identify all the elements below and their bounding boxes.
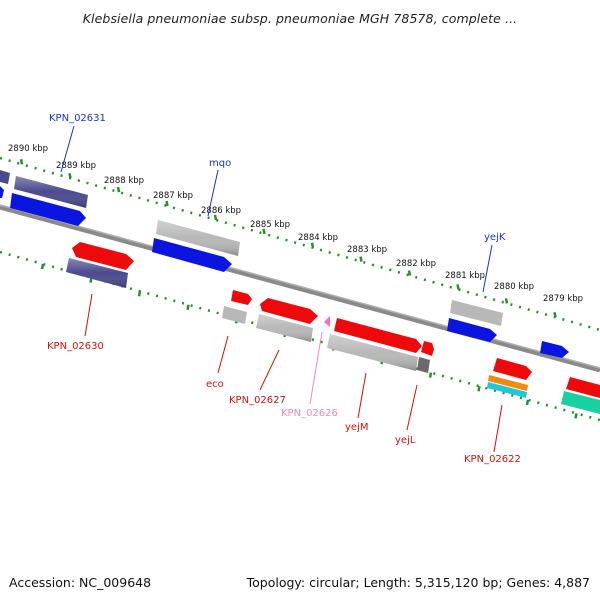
scale-label: 2887 kbp: [153, 191, 193, 201]
gene-label-kpn-02631[interactable]: KPN_02631: [49, 113, 106, 124]
gene-label-eco[interactable]: eco: [206, 379, 224, 390]
callout-line: [493, 404, 503, 453]
gene-feature[interactable]: [417, 357, 430, 373]
gene-feature[interactable]: [0, 170, 10, 184]
callout-line: [482, 244, 493, 293]
ruler-tick: [525, 399, 530, 406]
ruler-tick: [137, 290, 142, 297]
gene-feature[interactable]: [0, 186, 4, 198]
gene-kpn-02630-shade: [66, 258, 128, 288]
scale-label: 2884 kbp: [298, 233, 338, 243]
callout-line: [259, 349, 280, 391]
ruler-tick: [116, 186, 121, 193]
ruler-tick: [574, 413, 578, 419]
ruler-tick: [359, 256, 363, 262]
gene-feature-shade: [256, 314, 313, 342]
gene-label-kpn-02630[interactable]: KPN_02630: [47, 341, 104, 352]
ruler-tick: [40, 263, 45, 270]
gene-feature[interactable]: [561, 391, 600, 414]
scale-label: 2888 kbp: [104, 176, 144, 186]
ruler-tick: [19, 159, 24, 165]
accession-text: Accession: NC_009648: [9, 575, 152, 590]
gene-kpn-02622[interactable]: [493, 358, 532, 380]
ruler-tick: [428, 372, 433, 378]
gene-feature[interactable]: [566, 377, 600, 398]
gene-label-kpn-02627[interactable]: KPN_02627: [229, 395, 286, 406]
gene-kpn-02627[interactable]: [260, 298, 318, 324]
gene-label-kpn-02626[interactable]: KPN_02626: [281, 408, 338, 419]
ruler-tick: [477, 386, 481, 392]
scale-label: 2889 kbp: [56, 161, 96, 171]
ruler-tick: [553, 311, 557, 318]
gene-feature[interactable]: [447, 318, 497, 342]
gene-feature[interactable]: [72, 242, 134, 270]
ruler-tick: [504, 298, 509, 304]
scale-label: 2881 kbp: [445, 271, 485, 281]
ruler-tick: [310, 242, 315, 248]
gene-feature-shade: [156, 220, 240, 256]
callout-line: [357, 372, 367, 419]
callout-line: [217, 335, 229, 374]
ruler-tick: [213, 214, 218, 221]
gene-feature[interactable]: [487, 382, 527, 398]
gene-feature[interactable]: [222, 306, 247, 324]
gene-feature-shade: [327, 334, 418, 371]
gene-feature[interactable]: [540, 341, 569, 358]
gene-label-mqo[interactable]: mqo: [209, 158, 231, 169]
gene-feature[interactable]: [488, 375, 528, 391]
gene-mqo[interactable]: [152, 238, 232, 272]
gene-kpn-02631-forward-shade: [14, 176, 88, 208]
gene-label-yejk[interactable]: yejK: [484, 232, 506, 243]
gene-eco[interactable]: [231, 290, 252, 305]
ruler-tick: [165, 200, 169, 207]
ruler-tick: [262, 228, 266, 235]
callout-line: [406, 384, 418, 431]
ruler-tick: [456, 284, 460, 290]
callout-line: [84, 293, 93, 337]
scale-label: 2885 kbp: [250, 220, 290, 230]
ruler-tick: [186, 304, 190, 311]
gene-feature[interactable]: [450, 300, 503, 326]
scale-label: 2890 kbp: [8, 144, 48, 154]
ruler-tick: [407, 270, 412, 276]
gene-yejm[interactable]: [334, 318, 422, 353]
gene-yejl[interactable]: [421, 341, 434, 356]
genome-summary-text: Topology: circular; Length: 5,315,120 bp…: [246, 575, 590, 590]
ruler-tick: [68, 172, 72, 179]
scale-label: 2879 kbp: [543, 294, 583, 304]
genome-backbone: [0, 204, 600, 373]
scale-label: 2886 kbp: [201, 206, 241, 216]
callout-line: [207, 169, 219, 217]
scale-label: 2882 kbp: [396, 259, 436, 269]
page-title: Klebsiella pneumoniae subsp. pneumoniae …: [82, 11, 518, 26]
gene-label-kpn-02622[interactable]: KPN_02622: [464, 454, 521, 465]
gene-kpn-02626[interactable]: [324, 316, 330, 327]
scale-label: 2880 kbp: [494, 282, 534, 292]
genome-backbone-highlight: [0, 204, 600, 369]
gene-label-yejl[interactable]: yejL: [395, 435, 416, 446]
gene-feature[interactable]: [10, 193, 86, 226]
callout-line: [309, 331, 323, 405]
gene-label-yejm[interactable]: yejM: [345, 422, 368, 433]
scale-label: 2883 kbp: [347, 245, 387, 255]
callout-line: [60, 125, 75, 173]
